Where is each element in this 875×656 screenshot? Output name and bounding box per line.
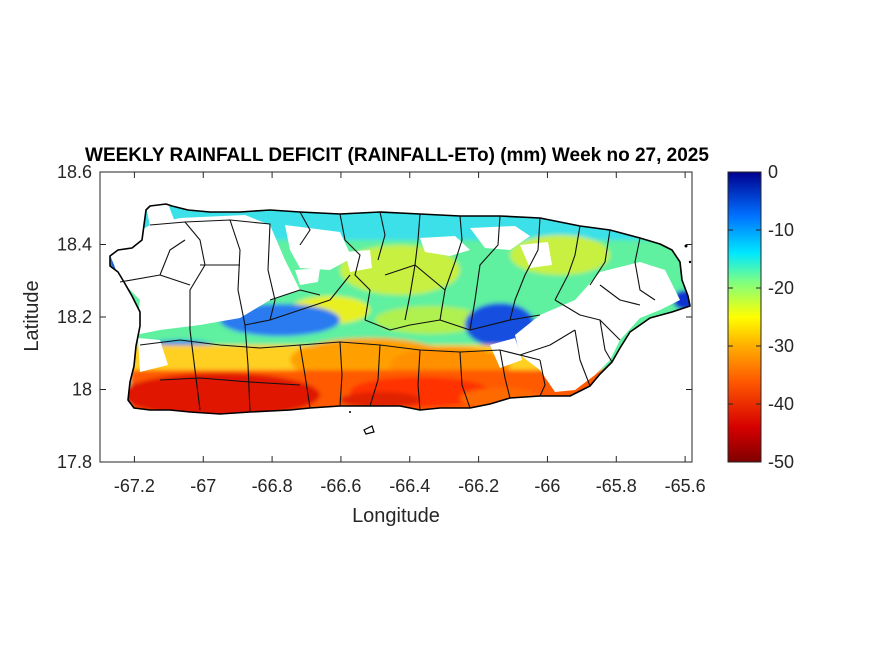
offshore-islets [349, 244, 692, 435]
x-tick-label: -66.4 [389, 476, 430, 496]
x-tick-label: -66.6 [320, 476, 361, 496]
y-tick-label: 18.2 [57, 307, 92, 327]
colorbar-tick-label: 0 [768, 162, 778, 182]
x-tick-label: -66.2 [458, 476, 499, 496]
colorbar-tick-label: -20 [768, 278, 794, 298]
y-axis-label: Latitude [21, 280, 43, 351]
colorbar-ticks: 0 -10 -20 -30 -40 -50 [728, 162, 794, 472]
y-tick-label: 18.6 [57, 162, 92, 182]
colorbar-tick-label: -30 [768, 336, 794, 356]
y-tick-label: 17.8 [57, 452, 92, 472]
x-axis-label: Longitude [352, 505, 440, 527]
y-axis: 18.6 18.4 18.2 18 17.8 [57, 162, 692, 472]
colorbar-tick-label: -10 [768, 220, 794, 240]
x-tick-label: -67 [190, 476, 216, 496]
x-tick-label: -65.8 [596, 476, 637, 496]
y-tick-label: 18 [72, 380, 92, 400]
municipality-boundaries [119, 211, 656, 413]
colorbar [727, 171, 762, 463]
x-tick-label: -67.2 [114, 476, 155, 496]
x-tick-label: -66.8 [252, 476, 293, 496]
colorbar-tick-label: -50 [768, 452, 794, 472]
x-tick-label: -66 [534, 476, 560, 496]
x-tick-label: -65.6 [665, 476, 706, 496]
colorbar-tick-label: -40 [768, 394, 794, 414]
y-tick-label: 18.4 [57, 235, 92, 255]
x-axis: -67.2 -67 -66.8 -66.6 -66.4 -66.2 -66 -65.8 -65.… [114, 172, 706, 496]
chart-title: WEEKLY RAINFALL DEFICIT (RAINFALL-ETo) (… [85, 145, 709, 166]
